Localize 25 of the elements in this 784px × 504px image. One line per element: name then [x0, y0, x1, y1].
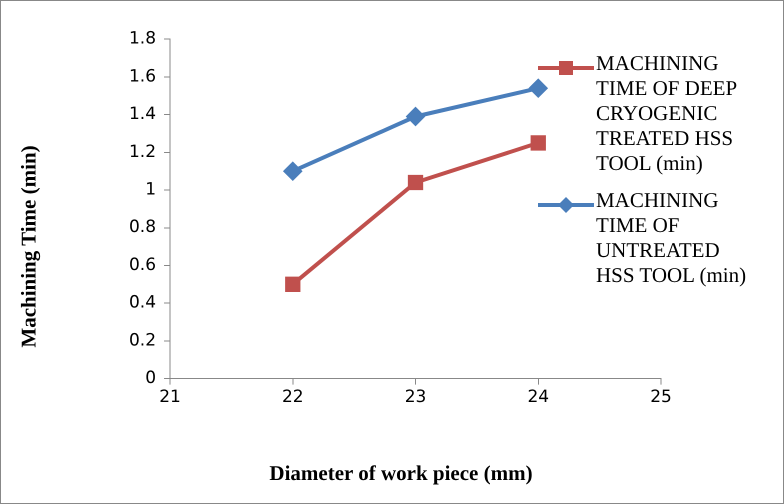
y-tick-label: 1.6 [128, 66, 156, 86]
y-tick-label: 0.8 [128, 217, 156, 238]
y-tick-label: 0.4 [128, 292, 156, 313]
point [406, 108, 425, 126]
x-axis-title: Diameter of work piece (mm) [268, 461, 534, 486]
y-tick-label: 0.6 [128, 254, 156, 275]
point [408, 174, 424, 190]
y-tick-label: 1 [145, 179, 156, 200]
point [529, 79, 548, 98]
point [530, 135, 546, 151]
legend-label: MACHINING TIME OF DEEP CRYOGENIC TREATED HSS TOOL (min) [596, 51, 738, 176]
y-tick-label: 1.8 [128, 28, 156, 49]
x-tick-label: 21 [159, 387, 181, 408]
x-tick-label: 24 [527, 387, 550, 408]
point [284, 162, 302, 180]
x-tick-label: 25 [650, 387, 672, 408]
y-tick-label: 0.2 [128, 330, 156, 350]
y-tick-label: 1.2 [128, 142, 156, 162]
x-tick-label: 22 [282, 387, 304, 408]
point [285, 276, 300, 292]
legend-label: MACHINING TIME OF UNTREATED HSS TOOL (min) [596, 188, 748, 288]
y-tick-label: 0 [145, 368, 156, 388]
y-axis-title: Machining Time (min) [16, 144, 42, 348]
x-tick-label: 23 [404, 387, 426, 408]
y-tick-label: 1.4 [128, 104, 156, 124]
